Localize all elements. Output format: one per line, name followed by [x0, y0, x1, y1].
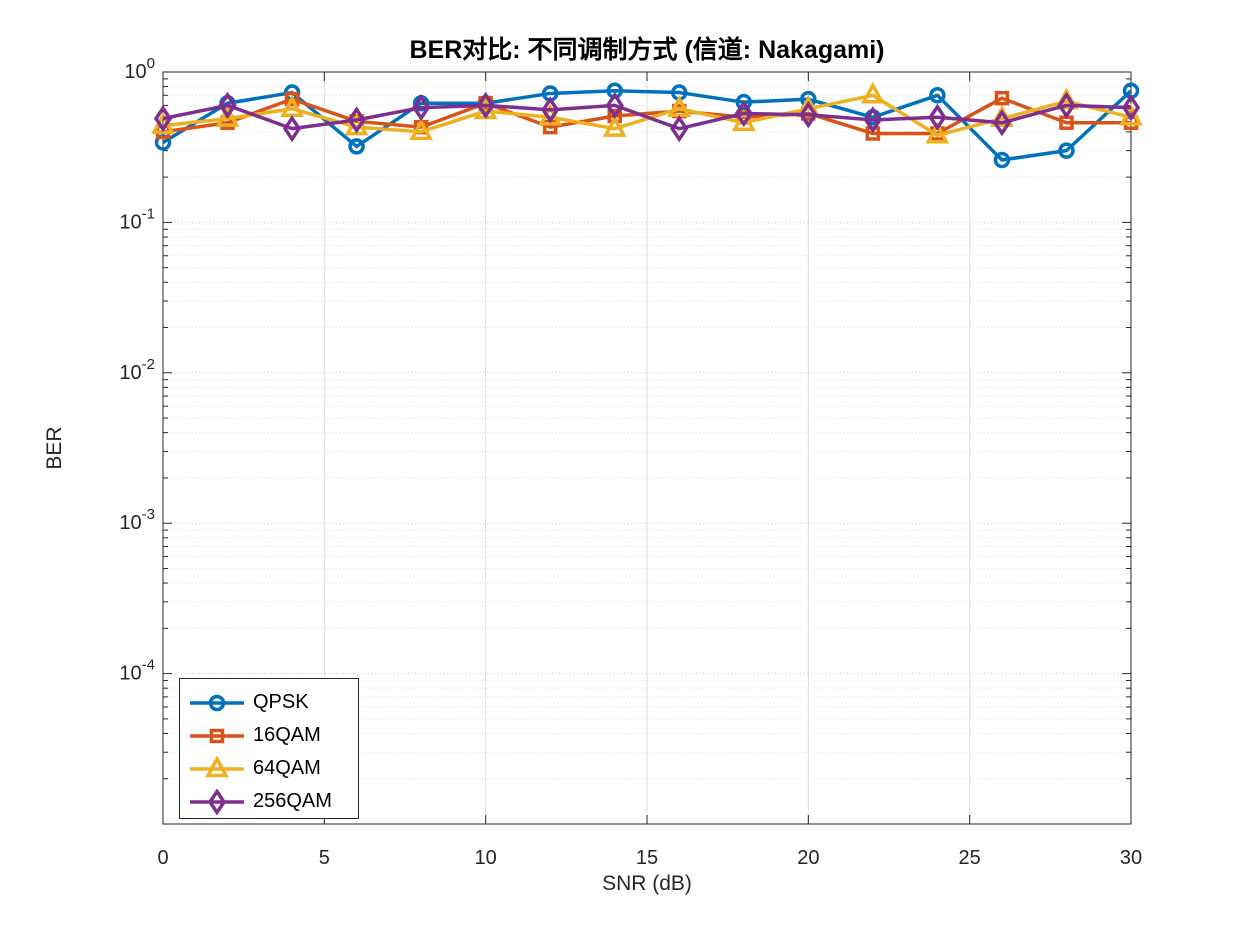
marker-64qam — [409, 118, 434, 141]
legend-label-16qam: 16QAM — [253, 724, 321, 746]
legend-label-64qam: 64QAM — [253, 757, 321, 779]
legend-item-64qam: 64QAM — [188, 752, 358, 785]
marker-64qam — [602, 115, 627, 137]
chart-title: BER对比: 不同调制方式 (信道: Nakagami) — [409, 36, 885, 64]
y-tick-label: 10-4 — [119, 657, 155, 685]
legend-item-256qam: 256QAM — [188, 785, 358, 818]
marker-256qam — [928, 103, 947, 131]
marker-256qam — [1057, 91, 1076, 120]
marker-16qam — [284, 91, 300, 107]
marker-64qam — [925, 121, 950, 144]
x-tick-label: 0 — [157, 847, 168, 869]
legend-swatch-256qam — [190, 788, 244, 815]
x-tick-label: 15 — [636, 847, 658, 869]
legend-marker-16qam — [209, 728, 225, 743]
marker-256qam — [218, 91, 237, 120]
y-tick-label: 100 — [124, 55, 155, 83]
y-tick-label: 10-1 — [119, 205, 155, 233]
marker-256qam — [1121, 93, 1141, 122]
marker-256qam — [412, 93, 431, 122]
legend-label-256qam: 256QAM — [253, 790, 332, 812]
x-axis-label: SNR (dB) — [602, 872, 692, 895]
marker-256qam — [734, 99, 753, 128]
legend-swatch-16qam — [190, 728, 244, 743]
legend-marker-qpsk — [208, 694, 226, 711]
marker-64qam — [731, 109, 756, 131]
marker-256qam — [992, 109, 1012, 137]
legend-label-qpsk: QPSK — [253, 691, 309, 713]
marker-256qam — [670, 115, 689, 143]
legend-swatch-64qam — [190, 755, 244, 777]
marker-64qam — [1119, 103, 1143, 126]
marker-256qam — [476, 91, 495, 120]
marker-64qam — [215, 104, 240, 127]
marker-64qam — [860, 81, 885, 104]
marker-qpsk — [1058, 142, 1075, 159]
marker-qpsk — [348, 138, 365, 155]
marker-256qam — [541, 96, 560, 124]
series-line-256qam — [162, 103, 1132, 131]
legend-item-16qam: 16QAM — [188, 719, 358, 752]
y-tick-label: 10-2 — [119, 356, 155, 384]
marker-256qam — [799, 101, 818, 129]
marker-256qam — [153, 104, 173, 133]
y-axis-label: BER — [43, 426, 66, 470]
marker-256qam — [347, 106, 366, 134]
marker-16qam — [994, 90, 1010, 106]
marker-qpsk — [735, 93, 753, 111]
x-tick-label: 30 — [1120, 847, 1142, 869]
series-line-16qam — [162, 96, 1131, 136]
marker-256qam — [863, 106, 882, 134]
marker-256qam — [282, 115, 302, 143]
x-tick-label: 25 — [959, 847, 981, 869]
x-tick-label: 10 — [475, 847, 497, 869]
x-tick-label: 20 — [797, 847, 819, 869]
legend: QPSK 16QAM 64QAM 256QAM — [179, 678, 359, 819]
x-tick-label: 5 — [319, 847, 330, 869]
legend-marker-64qam — [205, 755, 229, 777]
y-tick-label: 10-3 — [119, 506, 155, 534]
legend-item-qpsk: QPSK — [188, 686, 358, 719]
legend-marker-256qam — [207, 788, 227, 815]
legend-swatch-qpsk — [190, 694, 244, 711]
marker-256qam — [605, 91, 624, 120]
marker-qpsk — [929, 87, 946, 104]
marker-qpsk — [993, 151, 1011, 169]
